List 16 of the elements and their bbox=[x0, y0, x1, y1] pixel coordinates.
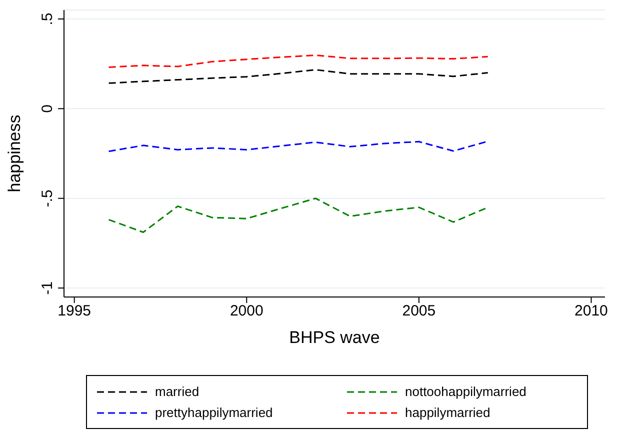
y-tick-label: -.5 bbox=[39, 190, 56, 208]
legend-label: prettyhappilymarried bbox=[155, 405, 273, 420]
x-tick-label: 1995 bbox=[58, 302, 92, 320]
legend-label: happilymarried bbox=[405, 405, 490, 420]
x-tick-label: 2005 bbox=[402, 302, 436, 320]
y-axis-title: happiness bbox=[5, 114, 24, 192]
x-tick-label: 2010 bbox=[574, 302, 608, 320]
legend-label: married bbox=[155, 384, 200, 399]
y-tick-label: 0 bbox=[39, 104, 56, 113]
y-tick-label: -1 bbox=[39, 281, 56, 295]
line-series bbox=[108, 54, 489, 68]
x-axis-title: BHPS wave bbox=[289, 328, 380, 347]
x-tick-label: 2000 bbox=[230, 302, 264, 320]
y-tick-label: .5 bbox=[39, 12, 56, 26]
line-series bbox=[108, 68, 489, 84]
legend-label: nottoohappilymarried bbox=[405, 384, 526, 399]
